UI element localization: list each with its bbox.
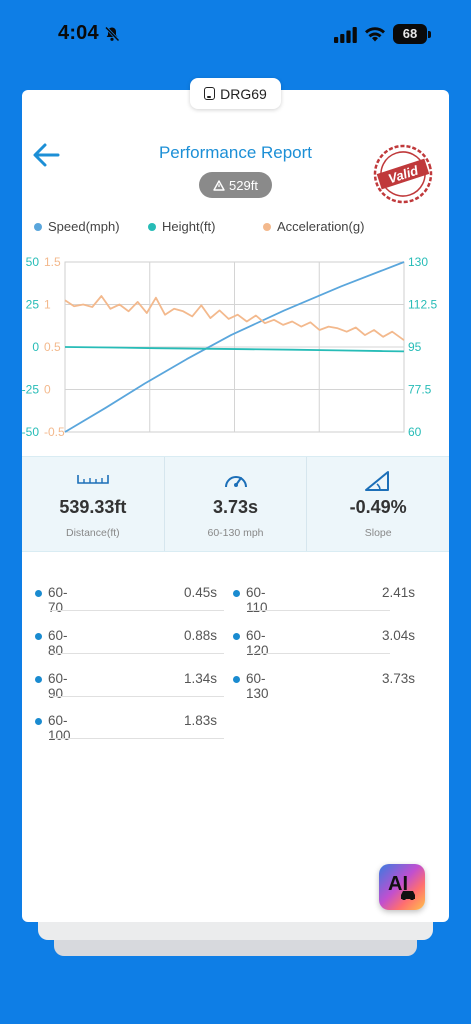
wifi-icon [365,27,385,42]
split-divider [248,610,390,611]
y-tick-label-height: -25 [22,383,39,397]
y-tick-label-height: 25 [26,298,40,312]
device-name: DRG69 [220,85,267,102]
y-tick-label-speed: 130 [408,255,428,269]
distance-badge-text: 529ft [229,177,258,193]
ai-button-label: AI [388,873,408,895]
y-tick-label-acceleration: 0 [44,383,51,397]
series-line-accel [64,295,405,341]
split-divider [50,610,224,611]
device-icon [204,87,216,100]
split-dot [35,676,42,683]
warning-triangle-icon [213,179,225,191]
split-time: 0.45s [183,585,217,600]
stat-value: 539.33ft [59,497,127,517]
legend-swatch [263,222,271,231]
valid-stamp-icon: Valid [373,144,433,204]
legend-swatch [34,222,42,231]
stat-value: -0.49% [349,497,407,517]
battery-indicator: 68 [393,24,431,44]
distance-badge: 529ft [199,172,272,198]
page-title: Performance Report [158,143,313,162]
ruler-icon [77,475,109,484]
status-bar: 4:04 68 [0,0,471,70]
y-tick-label-height: 50 [26,255,40,269]
ai-assistant-button[interactable]: AI [379,864,425,910]
stats-row: 539.33ft Distance(ft) 3.73s 60-130 mph -… [22,456,449,552]
split-divider [50,653,224,654]
back-arrow-icon[interactable] [31,142,61,168]
y-tick-label-acceleration: 1.5 [44,255,61,269]
stat-label: 60-130 mph [207,527,264,539]
y-tick-label-height: -50 [22,425,39,439]
legend-swatch [148,222,156,231]
split-name: 60-110 [246,585,268,615]
bell-muted-icon [104,26,120,42]
stat-slope: -0.49% Slope [307,457,449,551]
split-name: 60-80 [48,628,68,658]
split-divider [50,738,224,739]
car-icon [401,891,415,900]
split-time: 1.34s [183,671,217,686]
y-tick-label-acceleration: -0.5 [44,425,65,439]
split-time: 1.83s [183,713,217,728]
split-name: 60-70 [48,585,68,615]
split-name: 60-120 [246,628,269,658]
performance-chart: 50 25 0 -25 -50 1.5 1 0.5 0 -0.5 130 112.5 95 77.5 60 [22,255,437,439]
stat-time: 3.73s 60-130 mph [165,457,308,551]
split-dot [35,633,42,640]
y-tick-label-acceleration: 1 [44,298,51,312]
split-dot [35,718,42,725]
y-tick-label-speed: 77.5 [408,383,432,397]
stat-label: Slope [364,527,392,539]
stat-label: Distance(ft) [65,527,120,539]
split-dot [35,590,42,597]
series-line-speed [64,261,405,433]
stamp-text: Valid [386,162,421,186]
device-chip[interactable]: DRG69 [190,78,281,109]
cellular-signal-icon [334,27,357,43]
split-time: 2.41s [381,585,415,600]
legend-label: Acceleration(g) [277,219,365,234]
y-tick-label-acceleration: 0.5 [44,340,61,354]
legend-item-speed: Speed(mph) [34,219,120,234]
split-dot [233,676,240,683]
split-time: 0.88s [183,628,217,643]
y-tick-label-speed: 60 [408,425,422,439]
legend-item-height: Height(ft) [148,219,215,234]
legend-item-acceleration: Acceleration(g) [263,219,364,234]
status-time: 4:04 [58,22,99,44]
stat-value: 3.73s [212,497,259,517]
split-dot [233,633,240,640]
split-divider [248,653,390,654]
stat-distance: 539.33ft Distance(ft) [22,457,165,551]
split-name: 60-130 [246,671,269,701]
y-tick-label-height: 0 [32,340,39,354]
legend-label: Speed(mph) [48,219,120,234]
split-divider [50,696,224,697]
split-name: 60-90 [48,671,68,701]
split-time: 3.73s [381,671,415,686]
speedometer-icon [224,476,247,488]
legend-label: Height(ft) [162,219,216,234]
card-stack-shadow [38,918,433,940]
slope-icon [365,471,390,491]
split-name: 60-100 [48,713,71,743]
split-time: 3.04s [381,628,415,643]
y-tick-label-speed: 112.5 [408,298,437,312]
split-dot [233,590,240,597]
y-tick-label-speed: 95 [408,340,422,354]
series-line-height [64,346,405,353]
